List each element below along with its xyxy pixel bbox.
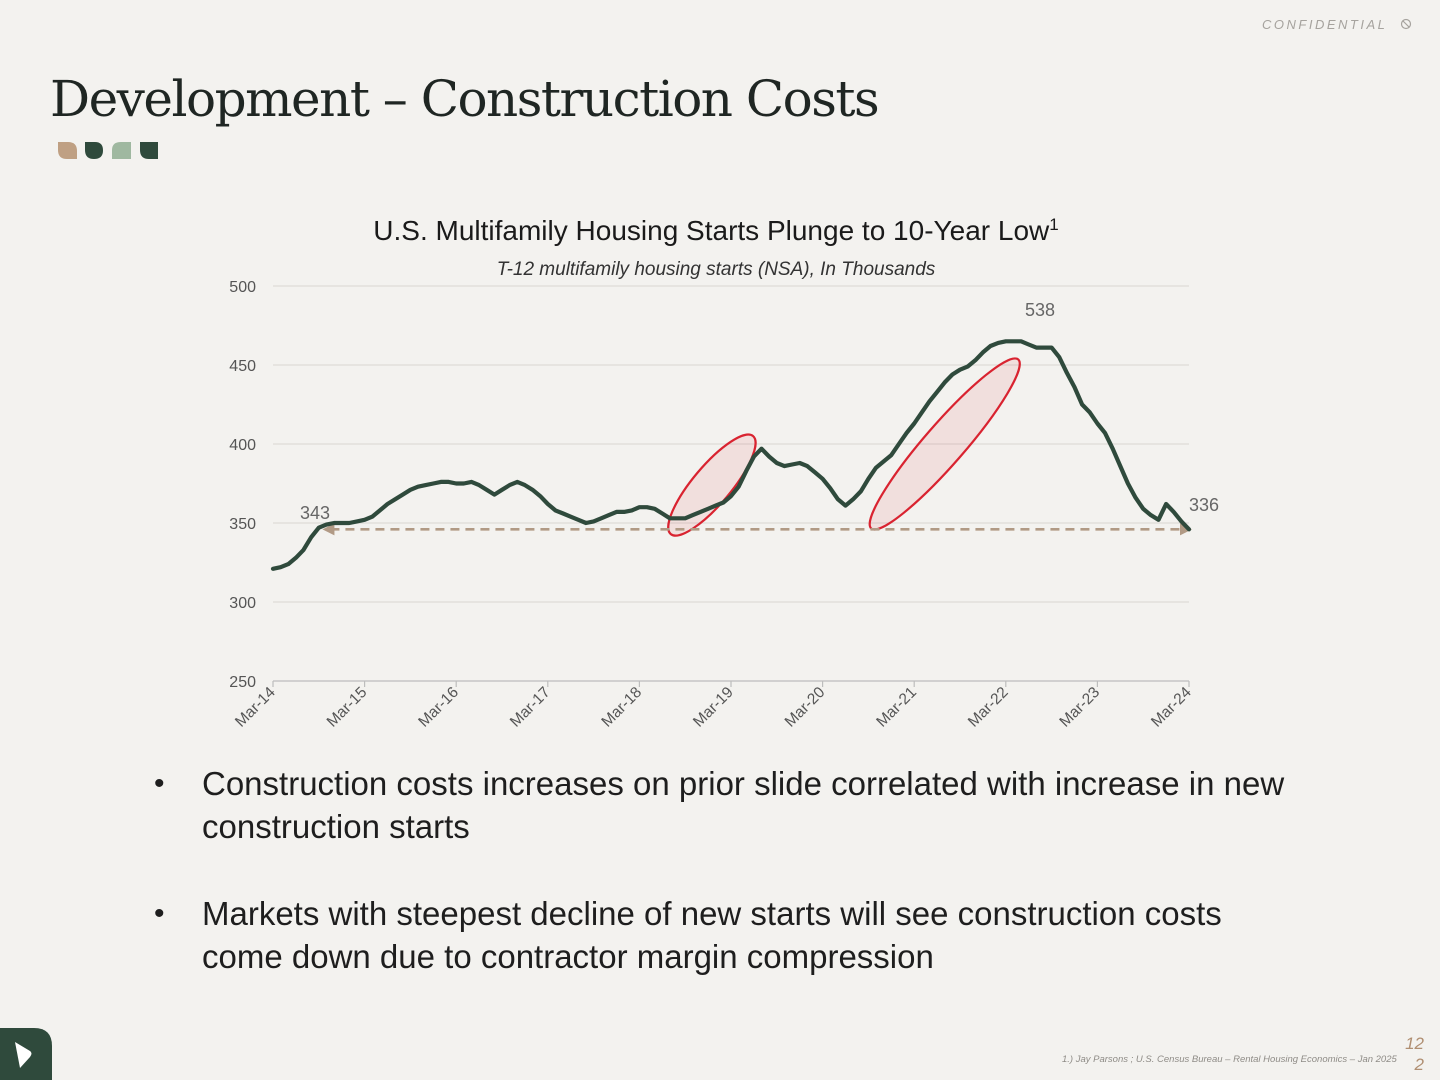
x-axis-ticks: Mar-14 Mar-15 Mar-16 Mar-17 Mar-18 Mar-19 Mar-… [232,681,1195,731]
x-tick-label: Mar-23 [1056,684,1103,731]
annotation-peak-value: 538 [1025,300,1055,320]
y-tick-label: 350 [229,516,256,533]
chart-title: U.S. Multifamily Housing Starts Plunge t… [373,215,1058,246]
x-tick-label: Mar-18 [598,684,645,731]
y-tick-label: 300 [229,595,256,612]
page-number: 12 2 [1405,1034,1424,1074]
page-title: Development – Construction Costs [50,70,880,128]
bullet-item: Construction costs increases on prior sl… [150,762,1300,848]
x-tick-label: Mar-20 [782,684,829,731]
x-tick-label: Mar-24 [1148,684,1195,731]
reference-arrow-left-icon [322,523,335,536]
x-tick-label: Mar-16 [415,684,462,731]
confidential-label: CONFIDENTIAL [1262,17,1388,32]
y-tick-label: 500 [229,279,256,296]
chart-subtitle: T-12 multifamily housing starts (NSA), I… [497,259,936,280]
series-line-multifamily-starts [270,339,1192,571]
x-tick-label: Mar-15 [324,684,371,731]
annotation-start-value: 343 [300,503,330,523]
no-entry-icon [1400,18,1412,30]
highlight-ellipses [667,357,1021,537]
x-tick-label: Mar-19 [690,684,737,731]
chart-title-superscript: 1 [1049,215,1058,234]
arch-shape-icon [112,142,131,159]
half-round-shape-icon [85,142,103,159]
highlight-ellipse-1 [667,433,757,537]
leaf-shape-icon [58,142,77,159]
y-axis-ticks: 250 300 350 400 450 500 [229,279,256,691]
source-footnote: 1.) Jay Parsons ; U.S. Census Bureau – R… [1062,1054,1397,1065]
cup-shape-icon [140,142,158,159]
y-tick-label: 450 [229,358,256,375]
x-tick-label: Mar-21 [873,684,920,731]
y-tick-label: 400 [229,437,256,454]
x-tick-label: Mar-22 [965,684,1012,731]
y-tick-label: 250 [229,674,256,691]
bullet-list: Construction costs increases on prior sl… [150,762,1300,1022]
brand-logo [0,1028,52,1080]
decorative-shapes [58,142,158,159]
brand-leaf-icon [15,1042,32,1068]
chart-gridlines [273,285,1189,603]
reference-arrow-right-icon [1180,523,1192,536]
bullet-item: Markets with steepest decline of new sta… [150,892,1300,978]
x-tick-label: Mar-17 [507,684,554,731]
annotation-end-value: 336 [1189,495,1219,515]
housing-starts-chart: U.S. Multifamily Housing Starts Plunge t… [229,215,1219,731]
